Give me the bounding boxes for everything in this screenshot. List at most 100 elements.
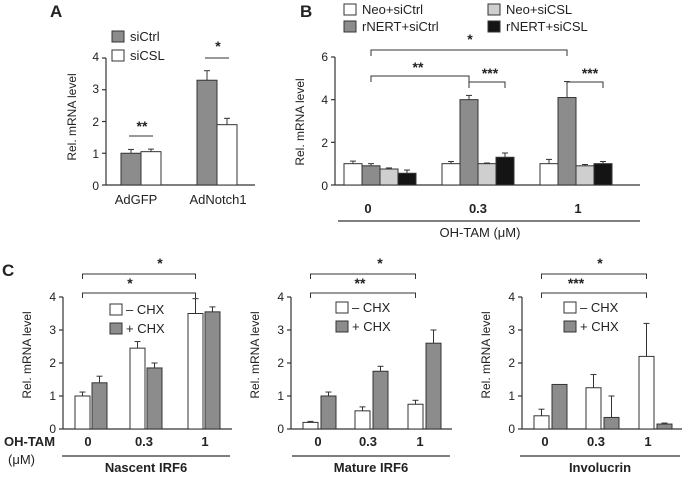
panel-c3-legend-minus-chx: – CHX [580,300,619,315]
panel-c1-bar [74,395,91,430]
panel-c2-y-tick-3: 3 [277,323,284,337]
panel-a-sig-adnotch1: * [215,38,221,54]
panel-c2-sig-bottom: ** [355,275,366,291]
panel-b-y-axis-title: Rel. mRNA level [293,78,307,165]
panel-c3-legend-swatch-plus-chx [563,320,577,333]
panel-c1-y-tick-4: 4 [49,290,56,304]
panel-c2-legend-minus-chx: – CHX [352,300,391,315]
panel-b-category-1: 1 [574,201,581,216]
panel-c2-y-tick-0: 0 [277,422,284,436]
panel-b-legend-swatch-rnert-sictrl [343,20,357,33]
panel-c2-y-tick-2: 2 [277,356,284,370]
panel-a-y-tick-4: 4 [92,50,99,64]
panel-c3-title: Involucrin [569,460,631,475]
panel-b-sig-left: ** [413,59,424,75]
panel-c1-x-prefix-unit: (μM) [8,452,35,467]
panel-c2-legend-swatch-plus-chx [335,320,349,333]
panel-c2-bar [407,403,424,430]
panel-b-bar [459,99,479,186]
panel-c1-legend-swatch-plus-chx [109,322,123,335]
panel-b-bar [343,163,363,186]
panel-b-x-axis-title: OH-TAM (μM) [440,225,521,240]
panel-c3-y-tick-2: 2 [508,356,515,370]
panel-c1-category-1: 1 [201,434,208,449]
panel-c1-y-tick-1: 1 [49,389,56,403]
panel-c3-bar [638,355,655,430]
panel-c2-bar [302,421,319,430]
panel-c3-involucrin: Rel. mRNA level 0 1 2 3 4 0 0.3 1 Involu… [479,255,680,475]
panel-c2-bar [354,410,371,430]
panel-c1-sig-bracket-top [82,273,196,279]
panel-a-sig-adgfp: ** [137,118,148,134]
panel-b-sig-bracket-long [370,49,568,56]
panel-b-sig-bracket-left [370,75,470,82]
panel-a-category-adnotch1: AdNotch1 [189,192,246,207]
panel-b-legend-rnert-sictrl: rNERT+siCtrl [362,19,439,34]
panel-b-bar [593,163,613,186]
panel-c1-bar [91,382,108,430]
panel-c2-sig-bracket-bottom [310,292,416,298]
panel-c3-sig-bracket-bottom [541,292,647,298]
panel-b-bar [575,165,595,186]
panel-b-bar [557,97,577,186]
panel-a-y-tick-0: 0 [92,179,99,193]
panel-a-y-tick-1: 1 [92,147,99,161]
panel-c3-y-tick-4: 4 [508,290,515,304]
panel-a-legend-swatch-sicsl [111,49,125,62]
panel-c1-legend-swatch-minus-chx [109,303,123,316]
panel-c: C Rel. mRNA level 0 1 2 3 4 OH-TAM (μM) … [2,255,680,475]
panel-c1-category-0-3: 0.3 [135,434,153,449]
panel-c1-bar [187,313,204,430]
panel-c1-sig-top: * [157,255,163,271]
panel-b-y-tick-6: 6 [321,50,328,64]
panel-b-legend-neo-sicsl: Neo+siCSL [506,2,572,17]
panel-a-legend-sictrl: siCtrl [130,29,160,44]
panel-b-bar [361,165,381,186]
panel-a-y-axis-title: Rel. mRNA level [65,73,79,160]
panel-b-bar [379,168,399,186]
panel-b-sig-right: *** [582,65,599,81]
panel-letter-b: B [300,2,312,21]
panel-c3-y-tick-1: 1 [508,389,515,403]
panel-b-y-tick-0: 0 [321,179,328,193]
panel-a-legend-sicsl: siCSL [130,48,165,63]
panel-c2-category-0-3: 0.3 [359,434,377,449]
panel-c1-legend-minus-chx: – CHX [126,302,165,317]
panel-c1-legend-plus-chx: + CHX [126,321,165,336]
panel-c1-y-axis-title: Rel. mRNA level [20,311,34,398]
panel-a-bar [140,151,162,186]
panel-c1-title: Nascent IRF6 [105,460,187,475]
panel-c1-nascent-irf6: Rel. mRNA level 0 1 2 3 4 OH-TAM (μM) 0 … [4,255,230,475]
panel-b-y-tick-2: 2 [321,136,328,150]
panel-b-category-0: 0 [364,201,371,216]
panel-a-bar [196,79,218,186]
panel-c3-category-0-3: 0.3 [587,434,605,449]
panel-c1-sig-bottom: * [127,275,133,291]
panel-c2-bar [425,342,442,430]
panel-c1-x-prefix: OH-TAM [4,434,55,449]
panel-letter-a: A [50,2,62,21]
panel-a-bar [120,152,142,186]
panel-c2-y-tick-4: 4 [277,290,284,304]
panel-c1-y-tick-0: 0 [49,422,56,436]
panel-c2-y-tick-1: 1 [277,389,284,403]
chart-marks [59,49,682,430]
panel-c3-bar [656,423,673,430]
panel-c3-legend-swatch-minus-chx [563,301,577,314]
panel-c3-category-1: 1 [644,434,651,449]
panel-c2-legend-plus-chx: + CHX [352,319,391,334]
panel-b-legend-swatch-rnert-sicsl [487,20,501,33]
panel-b-legend-neo-sictrl: Neo+siCtrl [362,2,423,17]
panel-c1-bar [129,347,146,430]
panel-b-sig-bracket-right [566,81,604,88]
panel-c1-y-tick-3: 3 [49,323,56,337]
panel-c3-y-tick-3: 3 [508,323,515,337]
panel-c2-sig-bracket-top [310,273,416,279]
panel-c3-legend-plus-chx: + CHX [580,319,619,334]
panel-c3-sig-bottom: *** [568,275,585,291]
panel-b: B Rel. mRNA level 0 2 4 6 0 0.3 1 OH-TAM… [293,2,640,240]
panel-b-sig-bracket-mid [468,81,506,88]
panel-b-category-0-3: 0.3 [469,201,487,216]
panel-c3-bar [551,383,568,430]
